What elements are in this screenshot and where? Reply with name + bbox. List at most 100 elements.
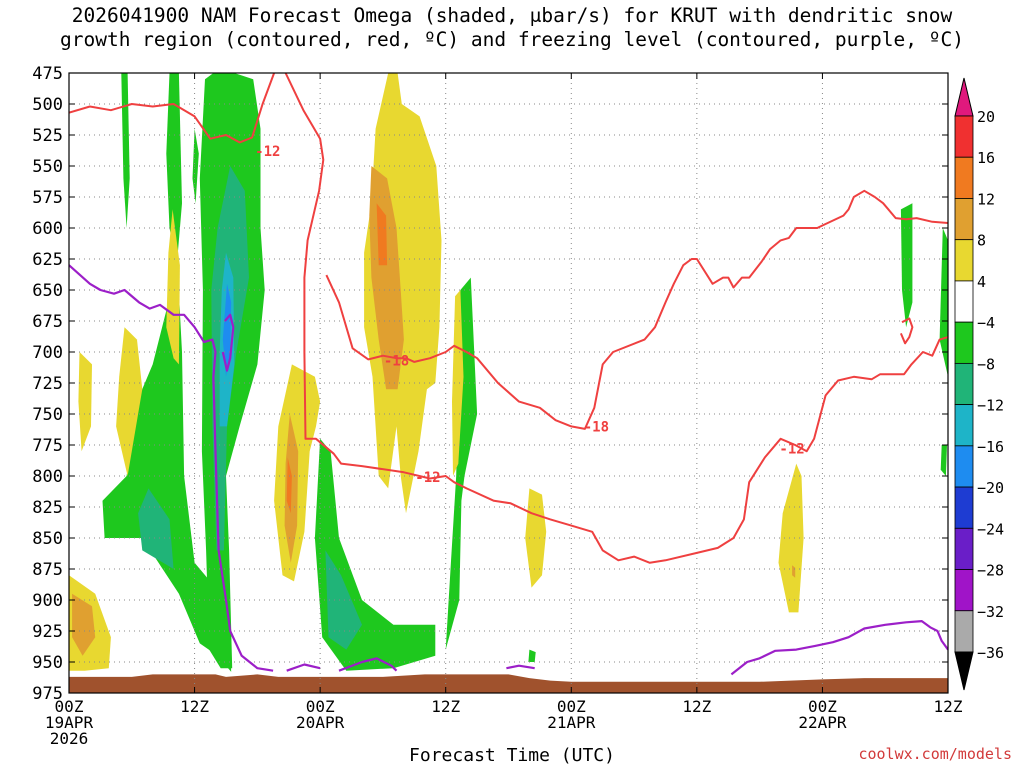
- y-tick-label-925: 925: [32, 622, 63, 642]
- contour-freezing-6: [286, 663, 321, 672]
- x-tick-label-12-0: 12Z: [180, 697, 209, 716]
- omega-region-11: [445, 277, 478, 650]
- omega-region-13: [900, 203, 913, 328]
- omega-region-15: [940, 445, 947, 476]
- colorbar-label-1: 16: [977, 149, 995, 167]
- y-tick-label-675: 675: [32, 312, 63, 332]
- omega-region-20: [72, 593, 96, 656]
- colorbar-label-12: −32: [977, 603, 1004, 621]
- colorbar-bin-5: [954, 321, 974, 364]
- colorbar: 20 16 12 8 4 −4 −8 −12 −16 −20 −24 −28 −32 −36: [954, 77, 1004, 691]
- colorbar-label-6: −8: [977, 355, 995, 373]
- colorbar-label-10: −24: [977, 520, 1004, 538]
- colorbar-label-8: −16: [977, 438, 1004, 456]
- omega-region-8: [222, 283, 232, 377]
- contour-label-1: -18: [384, 354, 409, 370]
- x-tick-label-48-1: 21APR: [547, 713, 596, 732]
- y-tick-label-850: 850: [32, 529, 63, 549]
- credit-text: coolwx.com/models: [858, 745, 1012, 763]
- y-tick-label-950: 950: [32, 653, 63, 673]
- x-tick-label-36-0: 12Z: [431, 697, 460, 716]
- y-tick-label-800: 800: [32, 467, 63, 487]
- omega-region-0: [121, 73, 130, 228]
- omega-region-18: [78, 352, 92, 452]
- omega-region-26: [376, 203, 388, 266]
- y-tick-label-625: 625: [32, 250, 63, 270]
- contour-freezing-5: [221, 313, 235, 372]
- title-line-2: growth region (contoured, red, ºC) and f…: [60, 28, 964, 51]
- omega-region-23: [286, 457, 292, 514]
- omega-region-2: [138, 488, 174, 569]
- colorbar-bin-1: [954, 156, 974, 199]
- x-tick-label-48-0: 00Z: [557, 697, 586, 716]
- x-tick-label-60-0: 12Z: [682, 697, 711, 716]
- y-tick-label-825: 825: [32, 498, 63, 518]
- colorbar-label-3: 8: [977, 232, 986, 250]
- colorbar-bin-9: [954, 486, 974, 529]
- colorbar-label-9: −20: [977, 479, 1004, 497]
- contour-freezing-9: [730, 620, 948, 676]
- x-tick-label-0-0: 00Z: [55, 697, 84, 716]
- colorbar-bin-0: [954, 115, 974, 158]
- y-tick-label-650: 650: [32, 281, 63, 301]
- colorbar-top-arrow: [954, 77, 974, 117]
- colorbar-bin-11: [954, 569, 974, 612]
- colorbar-label-7: −12: [977, 397, 1004, 415]
- contour-label-2: -18: [584, 419, 609, 435]
- x-tick-label-0-1: 19APR: [45, 713, 94, 732]
- contour-freezing-8: [506, 664, 535, 670]
- y-tick-label-575: 575: [32, 188, 63, 208]
- y-tick-label-600: 600: [32, 219, 63, 239]
- colorbar-bin-12: [954, 610, 974, 653]
- contour-freezing-4: [69, 264, 274, 672]
- y-tick-label-700: 700: [32, 343, 63, 363]
- x-tick-label-0-2: 2026: [50, 729, 89, 748]
- colorbar-bin-2: [954, 198, 974, 241]
- colorbar-label-0: 20: [977, 108, 995, 126]
- terrain-fill: [69, 674, 948, 693]
- contour-dgz-1: [284, 73, 948, 564]
- x-tick-label-72-1: 22APR: [798, 713, 847, 732]
- contour-dgz-0: [69, 73, 276, 144]
- colorbar-bin-8: [954, 445, 974, 488]
- chart-title: 2026041900 NAM Forecast Omega (shaded, μ…: [0, 4, 1024, 52]
- y-tick-label-875: 875: [32, 560, 63, 580]
- omega-region-14: [939, 228, 948, 377]
- y-tick-label-900: 900: [32, 591, 63, 611]
- colorbar-bin-3: [954, 239, 974, 282]
- contour-dgz-2: [325, 189, 948, 430]
- omega-region-1: [102, 252, 232, 672]
- omega-region-17: [116, 327, 143, 476]
- x-tick-label-24-1: 20APR: [296, 713, 345, 732]
- omega-region-29: [778, 463, 804, 613]
- y-tick-label-750: 750: [32, 405, 63, 425]
- colorbar-bin-7: [954, 404, 974, 447]
- contour-label-3: -12: [415, 470, 440, 486]
- terrain: [69, 674, 948, 693]
- y-tick-label-500: 500: [32, 95, 63, 115]
- y-tick-label-525: 525: [32, 126, 63, 146]
- contour-label-4: -12: [779, 442, 804, 458]
- colorbar-bin-4: [954, 280, 974, 323]
- omega-region-28: [525, 488, 547, 588]
- omega-region-30: [792, 565, 796, 578]
- contours: [69, 73, 948, 676]
- y-tick-label-550: 550: [32, 157, 63, 177]
- contour-freezing-7: [338, 657, 398, 672]
- omega-region-10: [325, 550, 362, 650]
- grid: [69, 73, 948, 693]
- colorbar-bin-10: [954, 527, 974, 570]
- omega-region-4: [192, 128, 199, 204]
- omega-region-12: [528, 649, 536, 662]
- colorbar-label-13: −36: [977, 644, 1004, 662]
- y-tick-label-725: 725: [32, 374, 63, 394]
- omega-region-27: [452, 290, 464, 476]
- y-tick-label-775: 775: [32, 436, 63, 456]
- colorbar-bin-6: [954, 362, 974, 406]
- colorbar-label-5: −4: [977, 314, 995, 332]
- contour-labels: -12 -18 -18 -12 -12: [255, 144, 805, 486]
- colorbar-label-4: 4: [977, 273, 986, 291]
- omega-region-3: [166, 73, 182, 266]
- colorbar-label-11: −28: [977, 562, 1004, 580]
